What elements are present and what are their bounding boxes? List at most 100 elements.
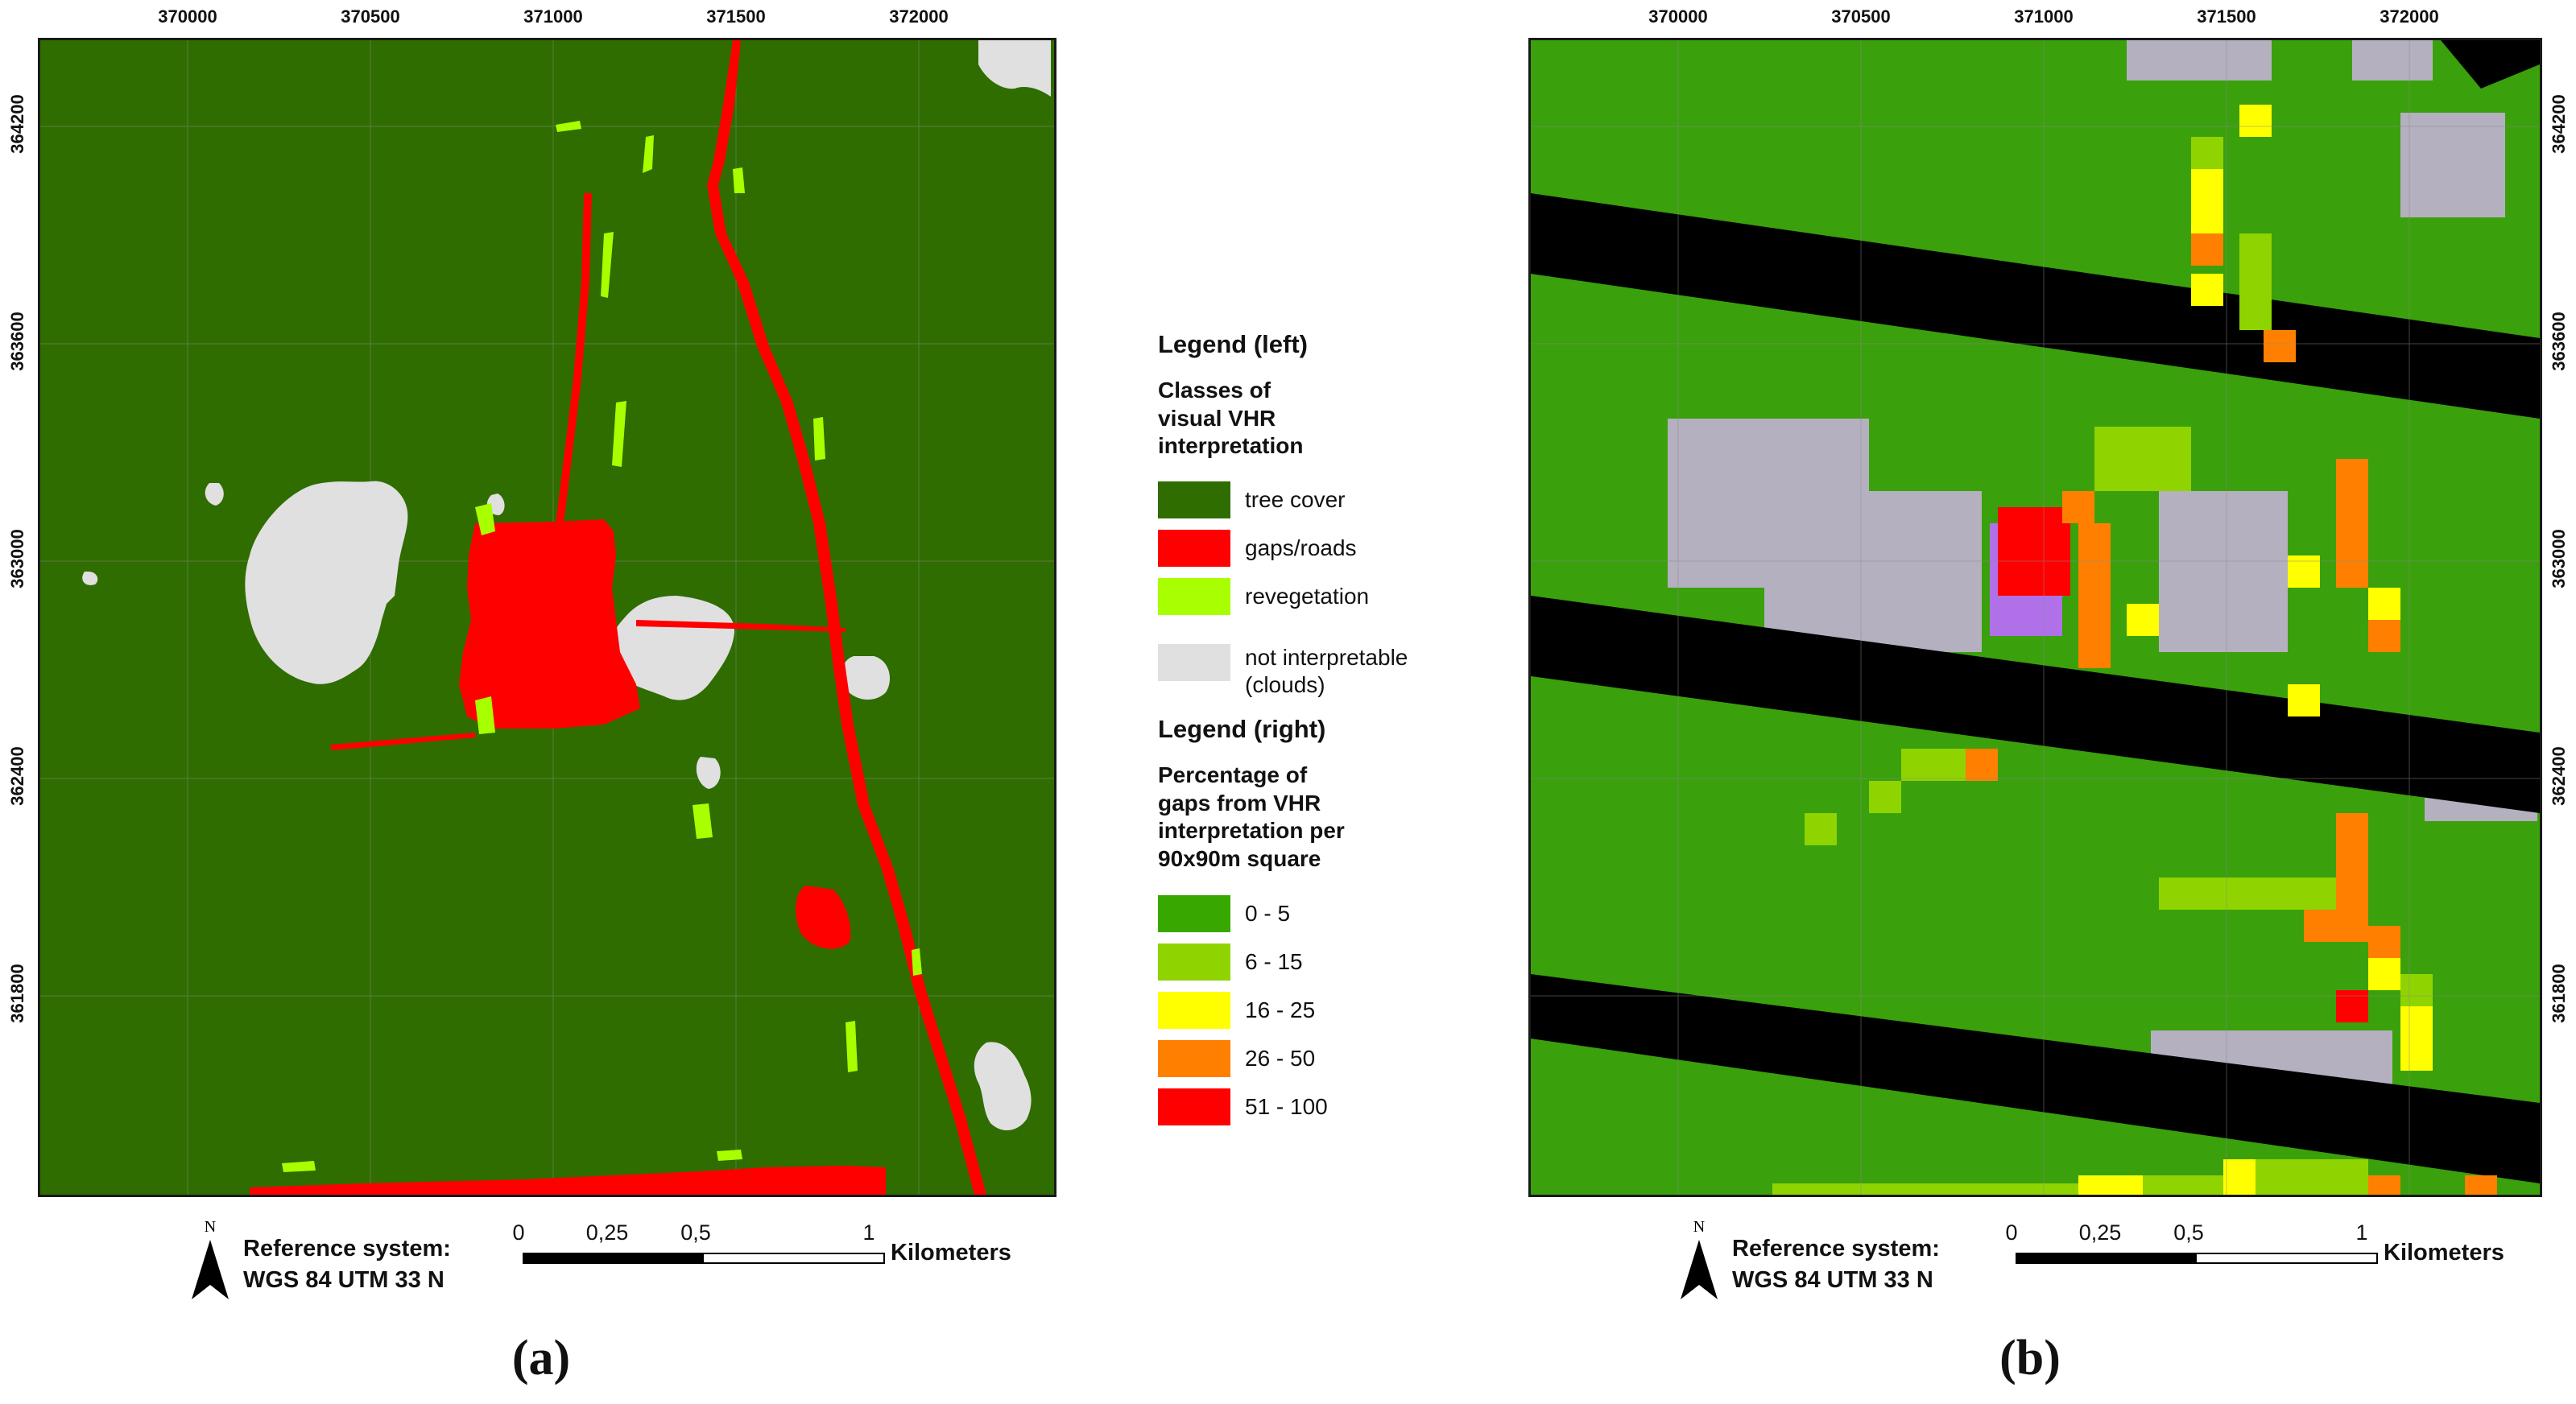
legend-label: tree cover xyxy=(1245,487,1346,513)
y-tick-label: 361800 xyxy=(7,964,27,1023)
swatch-51-100 xyxy=(1158,1088,1230,1125)
swatch-0-5 xyxy=(1158,895,1230,932)
legend-label: revegetation xyxy=(1245,584,1370,609)
y-tick-label: 362400 xyxy=(7,746,27,806)
legend-left-heading: Legend (left) xyxy=(1158,330,1308,358)
panel-label-b: (b) xyxy=(1999,1331,2061,1385)
scale-tick-label: 0,25 xyxy=(585,1220,629,1245)
cloud-areas xyxy=(82,40,1051,1131)
panel-label-a: (a) xyxy=(511,1331,571,1385)
grid-lines xyxy=(1531,40,2540,1195)
x-tick-label: 371500 xyxy=(706,6,766,27)
swatch-gaps-roads xyxy=(1158,530,1230,567)
x-tick-label: 370500 xyxy=(1831,6,1891,27)
scale-block-a: N Reference system: WGS 84 UTM 33 N 0 0,… xyxy=(188,1216,1058,1304)
legend-item-26-50: 26 - 50 xyxy=(1158,1040,1315,1077)
y-tick-label: 361800 xyxy=(2549,964,2569,1023)
y-tick-label: 362400 xyxy=(2549,746,2569,806)
subtitle-line: Classes of xyxy=(1158,378,1271,403)
scale-unit: Kilometers xyxy=(2384,1240,2504,1266)
scale-tick-label: 0,5 xyxy=(680,1220,711,1245)
scale-tick-label: 0,5 xyxy=(2173,1220,2204,1245)
legend-right-heading: Legend (right) xyxy=(1158,715,1326,743)
legend-right-subtitle: Percentage of gaps from VHR interpretati… xyxy=(1158,762,1345,873)
scale-tick-label: 0 xyxy=(2005,1220,2018,1245)
legend-label: gaps/roads xyxy=(1245,535,1357,561)
legend-item-tree-cover: tree cover xyxy=(1158,481,1346,518)
legend-label: 16 - 25 xyxy=(1245,997,1316,1023)
swatch-revegetation xyxy=(1158,578,1230,615)
ref-line: Reference system: xyxy=(243,1236,451,1262)
map-panel-b xyxy=(1528,38,2542,1197)
map-panel-a xyxy=(38,38,1056,1197)
subtitle-line: interpretation xyxy=(1158,433,1304,459)
legend-item-revegetation: revegetation xyxy=(1158,578,1369,615)
legend-label-line: (clouds) xyxy=(1245,671,1325,697)
north-arrow-icon: N xyxy=(192,1218,229,1299)
y-tick-label: 364200 xyxy=(7,94,27,154)
scale-block-b: N Reference system: WGS 84 UTM 33 N 0 0,… xyxy=(1677,1216,2547,1304)
y-tick-label: 363000 xyxy=(7,529,27,588)
revegetation-areas xyxy=(282,121,922,1172)
ref-line: WGS 84 UTM 33 N xyxy=(243,1267,444,1294)
subtitle-line: visual VHR xyxy=(1158,405,1276,431)
panel-letter: a xyxy=(528,1331,554,1385)
legend-item-51-100: 51 - 100 xyxy=(1158,1088,1328,1125)
grid-lines xyxy=(40,40,1054,1195)
scale-bar-fill xyxy=(524,1254,704,1262)
x-tick-label: 372000 xyxy=(2380,6,2439,27)
scale-bar xyxy=(523,1253,885,1264)
legend-label: 6 - 15 xyxy=(1245,949,1303,975)
subtitle-line: gaps from VHR xyxy=(1158,790,1321,816)
x-tick-label: 371500 xyxy=(2197,6,2256,27)
reference-system: Reference system: WGS 84 UTM 33 N xyxy=(243,1233,451,1296)
scale-bar-fill xyxy=(2017,1254,2197,1262)
vhr-classification-map xyxy=(40,40,1054,1195)
subtitle-line: Percentage of xyxy=(1158,762,1308,787)
legend-label: 0 - 5 xyxy=(1245,901,1291,927)
x-tick-label: 371000 xyxy=(2014,6,2074,27)
gaps-roads xyxy=(250,40,986,1195)
legend-item-16-25: 16 - 25 xyxy=(1158,992,1315,1029)
scale-bar xyxy=(2016,1253,2378,1264)
x-tick-label: 370500 xyxy=(341,6,400,27)
scale-tick-label: 0 xyxy=(512,1220,525,1245)
north-label: N xyxy=(205,1218,216,1236)
swatch-tree-cover xyxy=(1158,481,1230,518)
panel-letter: b xyxy=(2016,1331,2045,1385)
scale-tick-label: 1 xyxy=(862,1220,875,1245)
y-tick-label: 363600 xyxy=(2549,312,2569,371)
ref-line: Reference system: xyxy=(1732,1236,1940,1262)
legend-label: not interpretable (clouds) xyxy=(1245,644,1408,698)
legend-item-6-15: 6 - 15 xyxy=(1158,944,1303,981)
y-tick-label: 364200 xyxy=(2549,94,2569,154)
gap-percentage-grid-map xyxy=(1531,40,2540,1195)
legend-item-not-interpretable: not interpretable (clouds) xyxy=(1158,626,1408,698)
legend-item-gaps-roads: gaps/roads xyxy=(1158,530,1357,567)
scale-tick-label: 0,25 xyxy=(2078,1220,2122,1245)
scale-tick-label: 1 xyxy=(2355,1220,2368,1245)
subtitle-line: 90x90m square xyxy=(1158,846,1321,872)
legend-label-line: not interpretable xyxy=(1245,645,1408,670)
legend-item-0-5: 0 - 5 xyxy=(1158,895,1290,932)
x-tick-label: 370000 xyxy=(158,6,217,27)
legend-label: 26 - 50 xyxy=(1245,1046,1316,1072)
reference-system: Reference system: WGS 84 UTM 33 N xyxy=(1732,1233,1940,1296)
x-tick-label: 371000 xyxy=(523,6,583,27)
north-label: N xyxy=(1693,1218,1705,1236)
y-tick-label: 363000 xyxy=(2549,529,2569,588)
swatch-16-25 xyxy=(1158,992,1230,1029)
swatch-26-50 xyxy=(1158,1040,1230,1077)
x-tick-label: 370000 xyxy=(1648,6,1708,27)
subtitle-line: interpretation per xyxy=(1158,818,1345,844)
swatch-6-15 xyxy=(1158,944,1230,981)
ref-line: WGS 84 UTM 33 N xyxy=(1732,1267,1933,1294)
swatch-not-interpretable xyxy=(1158,643,1230,681)
y-tick-label: 363600 xyxy=(7,312,27,371)
legend-label: 51 - 100 xyxy=(1245,1094,1328,1120)
legend-left-subtitle: Classes of visual VHR interpretation xyxy=(1158,377,1303,460)
gap-cells xyxy=(1772,105,2497,1195)
x-tick-label: 372000 xyxy=(889,6,949,27)
scale-unit: Kilometers xyxy=(891,1240,1011,1266)
north-arrow-icon: N xyxy=(1681,1218,1718,1299)
